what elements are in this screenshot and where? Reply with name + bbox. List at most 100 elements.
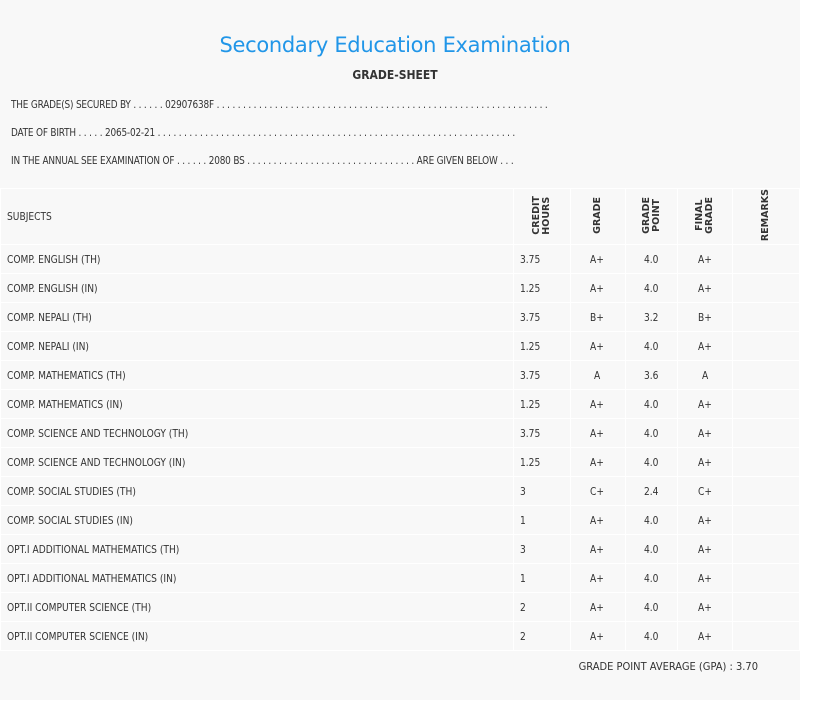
cell-credit-hours: 1 <box>512 505 571 536</box>
cell-subject: COMP. ENGLISH (TH) <box>0 244 514 275</box>
cell-subject: COMP. SCIENCE AND TECHNOLOGY (IN) <box>0 447 514 478</box>
cell-credit-hours: 2 <box>512 592 571 623</box>
date-of-birth-line: DATE OF BIRTH . . . . . 2065-02-21 . . .… <box>11 126 516 139</box>
cell-subject: COMP. ENGLISH (IN) <box>0 273 514 304</box>
cell-final-grade: A+ <box>677 418 734 449</box>
cell-credit-hours: 1 <box>512 563 571 594</box>
secured-by-line: THE GRADE(S) SECURED BY . . . . . . 0290… <box>11 98 548 111</box>
table-row: COMP. SCIENCE AND TECHNOLOGY (IN) 1.25 A+ 4… <box>0 447 800 478</box>
cell-remarks <box>732 331 800 362</box>
cell-grade-point: 4.0 <box>624 389 679 420</box>
cell-grade-point: 4.0 <box>624 273 679 304</box>
cell-credit-hours: 1.25 <box>512 389 571 420</box>
cell-remarks <box>732 505 800 536</box>
cell-grade: A+ <box>569 244 626 275</box>
cell-remarks <box>732 476 800 507</box>
cell-subject: OPT.II COMPUTER SCIENCE (IN) <box>0 621 514 652</box>
cell-subject: COMP. NEPALI (IN) <box>0 331 514 362</box>
cell-grade-point: 4.0 <box>624 505 679 536</box>
cell-final-grade: A+ <box>677 447 734 478</box>
cell-grade: A+ <box>569 447 626 478</box>
table-row: OPT.I ADDITIONAL MATHEMATICS (IN) 1 A+ 4.0 A… <box>0 563 800 594</box>
cell-remarks <box>732 389 800 420</box>
cell-subject: COMP. MATHEMATICS (TH) <box>0 360 514 391</box>
cell-final-grade: B+ <box>677 302 734 333</box>
cell-remarks <box>732 621 800 652</box>
cell-credit-hours: 2 <box>512 621 571 652</box>
cell-grade: A+ <box>569 621 626 652</box>
cell-grade-point: 4.0 <box>624 331 679 362</box>
cell-grade: A+ <box>569 592 626 623</box>
table-row: OPT.II COMPUTER SCIENCE (TH) 2 A+ 4.0 A+ <box>0 592 800 623</box>
cell-remarks <box>732 360 800 391</box>
column-header-remarks: REMARKS <box>732 187 800 246</box>
cell-grade-point: 4.0 <box>624 244 679 275</box>
cell-remarks <box>732 592 800 623</box>
cell-grade: A+ <box>569 505 626 536</box>
cell-final-grade: A+ <box>677 621 734 652</box>
cell-grade-point: 3.2 <box>624 302 679 333</box>
table-row: COMP. ENGLISH (TH) 3.75 A+ 4.0 A+ <box>0 244 800 275</box>
cell-final-grade: A+ <box>677 505 734 536</box>
cell-subject: COMP. SCIENCE AND TECHNOLOGY (TH) <box>0 418 514 449</box>
gpa-summary: GRADE POINT AVERAGE (GPA) : 3.70 <box>578 660 758 673</box>
cell-credit-hours: 1.25 <box>512 331 571 362</box>
cell-grade-point: 3.6 <box>624 360 679 391</box>
table-row: COMP. NEPALI (IN) 1.25 A+ 4.0 A+ <box>0 331 800 362</box>
cell-grade-point: 4.0 <box>624 592 679 623</box>
table-row: COMP. MATHEMATICS (IN) 1.25 A+ 4.0 A+ <box>0 389 800 420</box>
table-row: OPT.II COMPUTER SCIENCE (IN) 2 A+ 4.0 A+ <box>0 621 800 652</box>
cell-grade: A <box>569 360 626 391</box>
cell-remarks <box>732 418 800 449</box>
cell-final-grade: C+ <box>677 476 734 507</box>
table-row: COMP. SOCIAL STUDIES (TH) 3 C+ 2.4 C+ <box>0 476 800 507</box>
cell-final-grade: A+ <box>677 273 734 304</box>
cell-grade-point: 4.0 <box>624 563 679 594</box>
column-header-subjects: SUBJECTS <box>0 187 514 246</box>
cell-remarks <box>732 302 800 333</box>
cell-credit-hours: 3.75 <box>512 244 571 275</box>
cell-grade: A+ <box>569 331 626 362</box>
cell-remarks <box>732 244 800 275</box>
cell-grade: B+ <box>569 302 626 333</box>
cell-grade-point: 4.0 <box>624 621 679 652</box>
cell-subject: OPT.I ADDITIONAL MATHEMATICS (TH) <box>0 534 514 565</box>
cell-grade-point: 4.0 <box>624 418 679 449</box>
column-header-final-grade: FINAL GRADE <box>677 187 734 246</box>
column-header-grade: GRADE <box>569 187 626 246</box>
cell-final-grade: A+ <box>677 592 734 623</box>
cell-final-grade: A+ <box>677 534 734 565</box>
table-row: COMP. SCIENCE AND TECHNOLOGY (TH) 3.75 A+ 4… <box>0 418 800 449</box>
cell-credit-hours: 3.75 <box>512 418 571 449</box>
cell-final-grade: A+ <box>677 563 734 594</box>
cell-credit-hours: 1.25 <box>512 273 571 304</box>
cell-grade: A+ <box>569 389 626 420</box>
cell-subject: COMP. MATHEMATICS (IN) <box>0 389 514 420</box>
cell-final-grade: A+ <box>677 244 734 275</box>
column-header-credit-hours: CREDIT HOURS <box>512 187 571 246</box>
cell-subject: OPT.II COMPUTER SCIENCE (TH) <box>0 592 514 623</box>
cell-grade: C+ <box>569 476 626 507</box>
cell-subject: OPT.I ADDITIONAL MATHEMATICS (IN) <box>0 563 514 594</box>
cell-remarks <box>732 534 800 565</box>
cell-subject: COMP. SOCIAL STUDIES (IN) <box>0 505 514 536</box>
cell-grade: A+ <box>569 534 626 565</box>
table-row: OPT.I ADDITIONAL MATHEMATICS (TH) 3 A+ 4.0 A… <box>0 534 800 565</box>
cell-grade: A+ <box>569 418 626 449</box>
cell-credit-hours: 3 <box>512 476 571 507</box>
column-header-grade-point: GRADE POINT <box>624 187 679 246</box>
cell-credit-hours: 3 <box>512 534 571 565</box>
table-row: COMP. NEPALI (TH) 3.75 B+ 3.2 B+ <box>0 302 800 333</box>
cell-credit-hours: 3.75 <box>512 302 571 333</box>
cell-final-grade: A <box>677 360 734 391</box>
examination-line: IN THE ANNUAL SEE EXAMINATION OF . . . .… <box>11 154 514 167</box>
cell-remarks <box>732 447 800 478</box>
table-row: COMP. MATHEMATICS (TH) 3.75 A 3.6 A <box>0 360 800 391</box>
cell-remarks <box>732 563 800 594</box>
cell-grade: A+ <box>569 563 626 594</box>
cell-subject: COMP. SOCIAL STUDIES (TH) <box>0 476 514 507</box>
grades-table: SUBJECTS CREDIT HOURS GRADE GRADE POINT … <box>0 187 800 652</box>
cell-final-grade: A+ <box>677 389 734 420</box>
table-header-row: SUBJECTS CREDIT HOURS GRADE GRADE POINT … <box>0 187 800 246</box>
cell-grade-point: 4.0 <box>624 534 679 565</box>
